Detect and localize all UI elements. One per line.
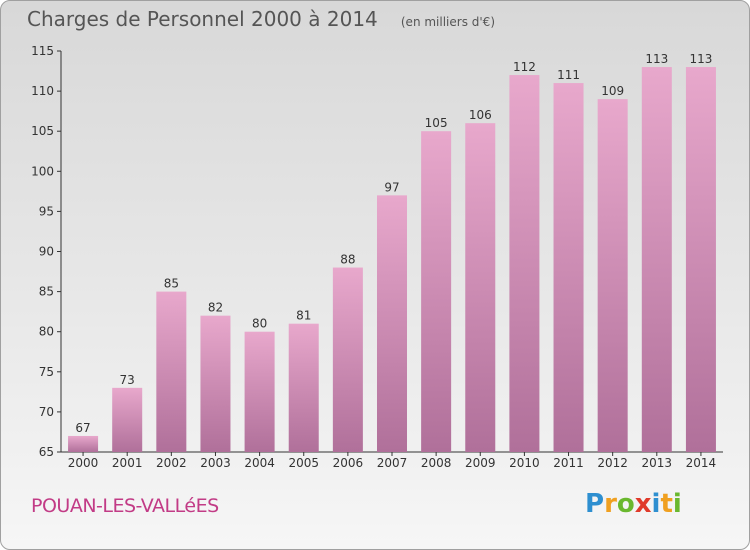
y-tick-label: 90	[39, 245, 54, 259]
bar-value-label: 81	[296, 309, 311, 323]
bar	[332, 267, 363, 452]
x-tick-label: 2013	[642, 456, 673, 470]
bar-value-label: 113	[689, 52, 712, 66]
x-tick-label: 2008	[421, 456, 452, 470]
x-tick-label: 2014	[686, 456, 717, 470]
logo-letter: i	[651, 489, 661, 519]
x-tick-label: 2007	[377, 456, 408, 470]
y-tick-label: 95	[39, 204, 54, 218]
title-block: Charges de Personnel 2000 à 2014 (en mil…	[27, 7, 495, 31]
bar-value-label: 80	[252, 317, 267, 331]
x-tick-label: 2009	[465, 456, 496, 470]
bar-value-label: 111	[557, 68, 580, 82]
bar-value-label: 112	[513, 60, 536, 74]
logo-letter: P	[585, 489, 605, 519]
x-tick-label: 2003	[200, 456, 231, 470]
bar	[509, 75, 540, 452]
bar	[465, 123, 496, 453]
bar-value-label: 88	[340, 253, 355, 267]
logo-letter: x	[634, 489, 652, 519]
bar	[597, 99, 628, 453]
bar-value-label: 106	[469, 108, 492, 122]
bar	[244, 331, 275, 452]
bar-value-label: 113	[645, 52, 668, 66]
y-tick-label: 75	[39, 365, 54, 379]
bar	[376, 195, 408, 453]
y-tick-label: 70	[39, 405, 54, 419]
logo-letter: i	[672, 489, 682, 519]
bar	[288, 323, 319, 452]
x-tick-label: 2004	[244, 456, 275, 470]
chart-subtitle: (en milliers d'€)	[400, 15, 495, 29]
y-tick-label: 65	[39, 445, 54, 459]
bar-value-label: 82	[208, 301, 223, 315]
y-tick-label: 80	[39, 325, 54, 339]
y-tick-label: 100	[31, 164, 54, 178]
y-tick-label: 105	[31, 124, 54, 138]
x-tick-label: 2006	[333, 456, 364, 470]
commune-name: POUAN-LES-VALLéES	[31, 495, 219, 517]
bar	[68, 435, 99, 452]
x-tick-label: 2002	[156, 456, 187, 470]
y-tick-label: 115	[31, 44, 54, 58]
x-tick-label: 2011	[553, 456, 584, 470]
bar-value-label: 85	[164, 277, 179, 291]
logo-letter: t	[660, 489, 673, 519]
x-tick-label: 2012	[597, 456, 628, 470]
x-tick-label: 2000	[68, 456, 99, 470]
bar	[421, 131, 452, 452]
bar	[200, 315, 231, 452]
bar	[553, 83, 584, 452]
x-tick-label: 2010	[509, 456, 540, 470]
x-tick-label: 2005	[288, 456, 319, 470]
bar	[641, 67, 672, 452]
bar-value-label: 73	[120, 373, 135, 387]
bar	[156, 291, 187, 452]
logo-letter: o	[616, 489, 635, 519]
bar-value-label: 109	[601, 84, 624, 98]
y-tick-label: 110	[31, 84, 54, 98]
y-tick-label: 85	[39, 285, 54, 299]
x-tick-label: 2001	[112, 456, 143, 470]
proxiti-logo: Proxiti	[585, 489, 682, 519]
bar	[685, 67, 716, 452]
chart-title: Charges de Personnel 2000 à 2014	[27, 7, 378, 31]
bar-value-label: 105	[425, 116, 448, 130]
logo-letter: r	[604, 489, 617, 519]
bar-value-label: 97	[384, 180, 399, 194]
bar-value-label: 67	[75, 421, 90, 435]
bar	[112, 387, 143, 452]
